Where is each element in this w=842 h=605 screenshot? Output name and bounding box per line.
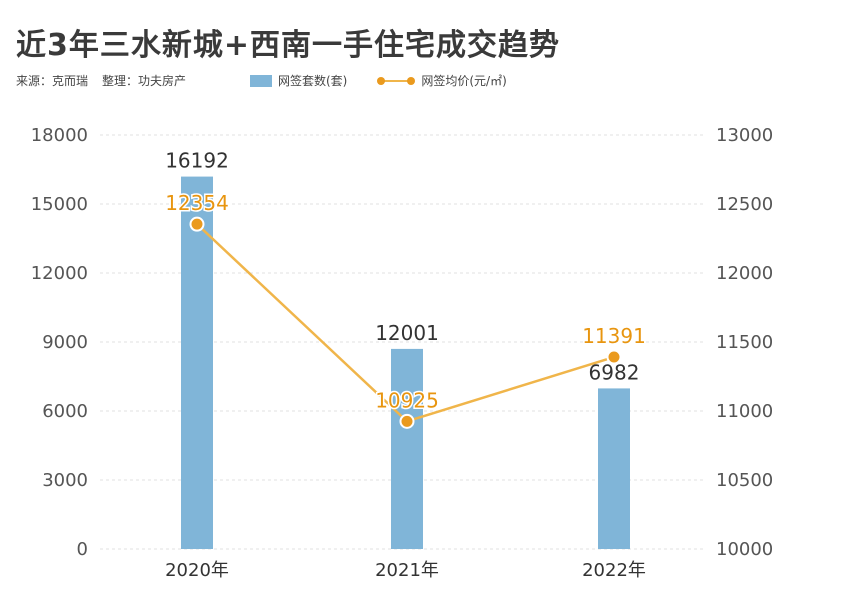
- bar-value-label: 6982: [589, 360, 640, 384]
- bar: [391, 348, 423, 549]
- legend-line-swatch: [377, 75, 416, 87]
- bar-value-label: 12001: [375, 321, 439, 345]
- y-left-tick-label: 6000: [42, 401, 88, 422]
- price-marker: [399, 413, 415, 429]
- compiled-by-text: 整理：功夫房产: [102, 74, 187, 88]
- legend-item-line: 网签均价(元/㎡): [377, 72, 507, 89]
- line-value-label: 12354: [165, 191, 229, 215]
- legend-line-label: 网签均价(元/㎡): [421, 74, 507, 88]
- legend-bar-swatch: [250, 74, 272, 87]
- bar: [181, 176, 213, 550]
- y-right-tick-label: 10500: [716, 470, 773, 491]
- y-right-tick-label: 12500: [716, 194, 773, 215]
- x-category-label: 2022年: [582, 560, 646, 581]
- y-left-tick-label: 3000: [42, 470, 88, 491]
- source-text: 来源：克而瑞: [16, 74, 89, 88]
- chart-legend: 网签套数(套) 网签均价(元/㎡): [250, 72, 537, 89]
- legend-bar-label: 网签套数(套): [278, 74, 348, 88]
- y-left-tick-label: 18000: [31, 125, 88, 146]
- y-right-tick-label: 13000: [716, 125, 773, 146]
- y-right-tick-label: 11000: [716, 401, 773, 422]
- line-value-label: 10925: [375, 388, 439, 412]
- bar-value-label: 16192: [165, 149, 229, 173]
- price-marker: [606, 349, 622, 365]
- x-category-label: 2021年: [375, 560, 439, 581]
- y-left-tick-label: 9000: [42, 332, 88, 353]
- bar: [598, 388, 630, 549]
- legend-item-bar: 网签套数(套): [250, 72, 347, 89]
- x-category-label: 2020年: [165, 560, 229, 581]
- price-marker: [189, 216, 205, 232]
- y-right-tick-label: 10000: [716, 539, 773, 560]
- line-value-label: 11391: [582, 324, 646, 348]
- y-left-tick-label: 15000: [31, 194, 88, 215]
- y-right-tick-label: 11500: [716, 332, 773, 353]
- y-left-tick-label: 12000: [31, 263, 88, 284]
- y-left-tick-label: 0: [77, 539, 88, 560]
- chart-meta: 来源：克而瑞 整理：功夫房产: [16, 72, 186, 89]
- y-right-tick-label: 12000: [716, 263, 773, 284]
- chart-title: 近3年三水新城+西南一手住宅成交趋势: [16, 28, 561, 63]
